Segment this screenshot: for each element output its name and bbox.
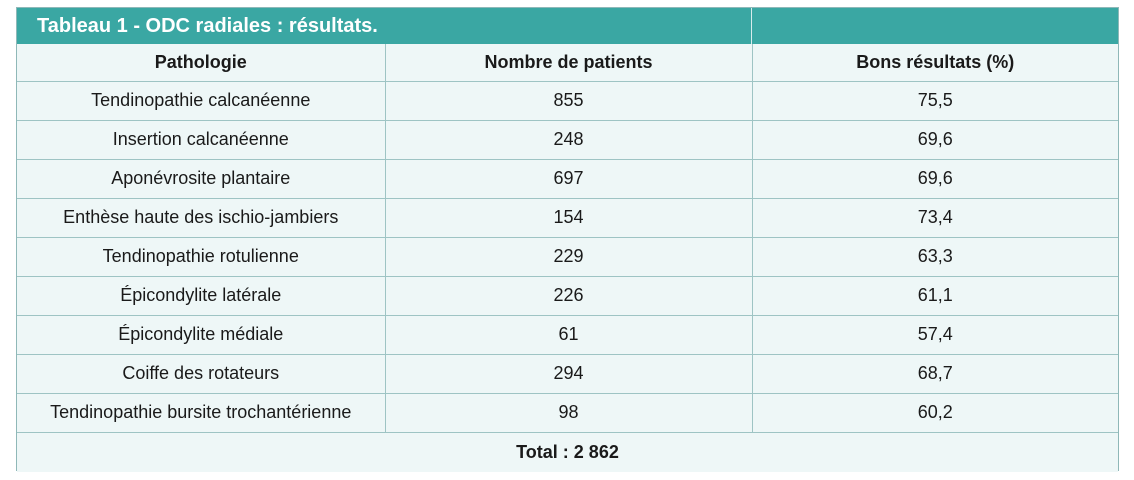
total-row: Total : 2 862 xyxy=(17,431,1118,472)
table-row: Aponévrosite plantaire 697 69,6 xyxy=(17,158,1118,199)
cell-pathologie: Tendinopathie bursite trochantérienne xyxy=(17,392,386,433)
table-row: Épicondylite latérale 226 61,1 xyxy=(17,275,1118,316)
cell-resultats: 60,2 xyxy=(751,392,1118,433)
table-row: Coiffe des rotateurs 294 68,7 xyxy=(17,353,1118,394)
cell-patients: 98 xyxy=(384,392,753,433)
cell-pathologie: Insertion calcanéenne xyxy=(17,119,386,160)
cell-patients: 226 xyxy=(384,275,753,316)
cell-patients: 229 xyxy=(384,236,753,277)
header-pathologie: Pathologie xyxy=(17,44,386,82)
cell-resultats: 75,5 xyxy=(751,80,1118,121)
header-bons-resultats: Bons résultats (%) xyxy=(751,44,1118,82)
table-title: Tableau 1 - ODC radiales : résultats. xyxy=(17,8,752,44)
table-row: Tendinopathie calcanéenne 855 75,5 xyxy=(17,80,1118,121)
cell-resultats: 68,7 xyxy=(751,353,1118,394)
cell-pathologie: Aponévrosite plantaire xyxy=(17,158,386,199)
cell-patients: 61 xyxy=(384,314,753,355)
table-row: Enthèse haute des ischio-jambiers 154 73… xyxy=(17,197,1118,238)
cell-pathologie: Coiffe des rotateurs xyxy=(17,353,386,394)
table-row: Insertion calcanéenne 248 69,6 xyxy=(17,119,1118,160)
cell-pathologie: Enthèse haute des ischio-jambiers xyxy=(17,197,386,238)
cell-resultats: 69,6 xyxy=(751,119,1118,160)
table-row: Épicondylite médiale 61 57,4 xyxy=(17,314,1118,355)
results-table-frame: Tableau 1 - ODC radiales : résultats. Pa… xyxy=(16,7,1119,472)
cell-resultats: 73,4 xyxy=(751,197,1118,238)
table-title-spacer xyxy=(752,8,1118,44)
header-row: Pathologie Nombre de patients Bons résul… xyxy=(17,44,1118,82)
table-title-bar: Tableau 1 - ODC radiales : résultats. xyxy=(17,8,1118,44)
cell-resultats: 69,6 xyxy=(751,158,1118,199)
cell-resultats: 57,4 xyxy=(751,314,1118,355)
cell-patients: 294 xyxy=(384,353,753,394)
cell-pathologie: Épicondylite médiale xyxy=(17,314,386,355)
cell-pathologie: Tendinopathie calcanéenne xyxy=(17,80,386,121)
cell-patients: 154 xyxy=(384,197,753,238)
cell-patients: 248 xyxy=(384,119,753,160)
table-row: Tendinopathie bursite trochantérienne 98… xyxy=(17,392,1118,433)
cell-pathologie: Épicondylite latérale xyxy=(17,275,386,316)
header-nombre-patients: Nombre de patients xyxy=(384,44,753,82)
cell-pathologie: Tendinopathie rotulienne xyxy=(17,236,386,277)
results-table: Pathologie Nombre de patients Bons résul… xyxy=(17,44,1118,472)
cell-patients: 697 xyxy=(384,158,753,199)
total-cell: Total : 2 862 xyxy=(17,431,1118,472)
cell-resultats: 63,3 xyxy=(751,236,1118,277)
cell-resultats: 61,1 xyxy=(751,275,1118,316)
cell-patients: 855 xyxy=(384,80,753,121)
table-row: Tendinopathie rotulienne 229 63,3 xyxy=(17,236,1118,277)
